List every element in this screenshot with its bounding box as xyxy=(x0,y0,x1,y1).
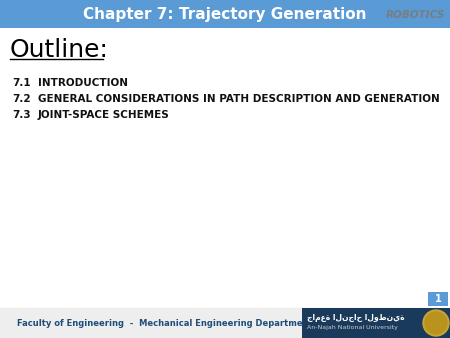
Text: Chapter 7: Trajectory Generation: Chapter 7: Trajectory Generation xyxy=(83,6,367,22)
Text: An-Najah National University: An-Najah National University xyxy=(307,325,398,331)
Text: Faculty of Engineering  -  Mechanical Engineering Department: Faculty of Engineering - Mechanical Engi… xyxy=(17,318,313,328)
Text: 1: 1 xyxy=(435,294,441,304)
Text: جامعة النجاح الوطنية: جامعة النجاح الوطنية xyxy=(307,314,405,322)
Text: JOINT-SPACE SCHEMES: JOINT-SPACE SCHEMES xyxy=(38,110,170,120)
FancyBboxPatch shape xyxy=(0,308,450,338)
Text: GENERAL CONSIDERATIONS IN PATH DESCRIPTION AND GENERATION: GENERAL CONSIDERATIONS IN PATH DESCRIPTI… xyxy=(38,94,440,104)
Text: ROBOTICS: ROBOTICS xyxy=(386,10,445,20)
Text: 7.1: 7.1 xyxy=(12,78,31,88)
Circle shape xyxy=(423,310,449,336)
FancyBboxPatch shape xyxy=(428,292,448,306)
Text: 7.2: 7.2 xyxy=(12,94,31,104)
Text: INTRODUCTION: INTRODUCTION xyxy=(38,78,128,88)
Text: 7.3: 7.3 xyxy=(12,110,31,120)
Circle shape xyxy=(425,312,447,334)
Text: Outline:: Outline: xyxy=(10,38,109,62)
FancyBboxPatch shape xyxy=(0,0,450,28)
FancyBboxPatch shape xyxy=(302,308,450,338)
